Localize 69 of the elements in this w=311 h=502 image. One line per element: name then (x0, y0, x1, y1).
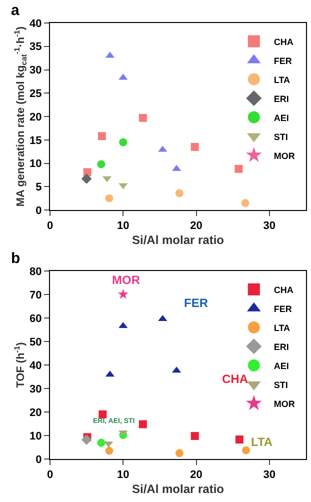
chart-title: a (11, 2, 20, 19)
point (138, 420, 147, 428)
legend-label: LTA (274, 322, 291, 333)
y-tick-label: 30 (30, 64, 42, 77)
point (242, 446, 250, 454)
y-tick-label: 0 (36, 454, 42, 466)
x-tick-label: 0 (46, 469, 54, 482)
point (234, 164, 243, 173)
legend-label: ERI (274, 94, 289, 104)
point (235, 436, 244, 444)
chart-title: b (11, 250, 20, 267)
point (83, 168, 92, 176)
y-tick-label: 40 (30, 18, 42, 30)
y-tick-label: 20 (30, 406, 42, 419)
annotation: LTA (251, 435, 273, 449)
y-tick-label: 10 (30, 430, 42, 442)
y-tick-label: 0 (36, 204, 42, 217)
y-tick-label: 50 (30, 336, 42, 348)
x-tick-label: 0 (46, 220, 54, 232)
point (105, 446, 114, 455)
x-tick-label: 10 (117, 220, 130, 232)
point (175, 449, 184, 458)
x-tick-label: 10 (117, 469, 130, 482)
legend-label: MOR (274, 150, 296, 161)
legend-label: STI (274, 380, 288, 390)
legend-label: STI (274, 132, 288, 142)
legend-label: LTA (274, 74, 291, 85)
annotation: FER (184, 296, 208, 310)
point (118, 288, 128, 299)
legend-label: ERI (274, 342, 289, 352)
y-tick-label: 10 (30, 158, 42, 170)
legend-label: FER (274, 304, 292, 314)
legend-label: CHA (274, 36, 294, 47)
y-tick-label: 20 (30, 111, 42, 124)
point (241, 199, 250, 208)
point (175, 189, 184, 198)
point (190, 432, 199, 440)
y-tick-label: 30 (30, 383, 42, 396)
y-tick-label: 25 (30, 88, 42, 100)
point (97, 160, 106, 168)
legend-label: FER (274, 56, 292, 66)
y-tick-label: 15 (30, 134, 42, 147)
legend-label: MOR (274, 398, 296, 409)
x-tick-label: 20 (190, 220, 202, 232)
x-tick-label: 30 (263, 220, 276, 232)
point (98, 410, 107, 418)
y-tick-label: 80 (30, 266, 42, 278)
legend-label: CHA (274, 284, 294, 295)
point (81, 174, 92, 184)
point (190, 142, 199, 151)
y-tick-label: 5 (36, 182, 42, 194)
point (81, 434, 92, 445)
point (105, 194, 114, 202)
y-tick-label: 70 (30, 289, 42, 302)
point (97, 438, 106, 447)
legend-label: AEI (274, 360, 289, 371)
y-tick-label: 35 (30, 41, 42, 54)
x-axis-title: Si/Al molar ratio (132, 233, 224, 248)
annotation: CHA (222, 372, 248, 386)
x-axis-title: Si/Al molar ratio (132, 482, 224, 496)
x-tick-label: 30 (263, 469, 276, 482)
x-tick-label: 20 (190, 469, 202, 482)
y-tick-label: 60 (30, 312, 42, 325)
y-tick-label: 40 (30, 360, 42, 372)
point (98, 132, 106, 140)
point (138, 114, 147, 122)
annotation: MOR (112, 273, 140, 287)
point (119, 138, 128, 146)
legend-label: AEI (274, 112, 289, 123)
